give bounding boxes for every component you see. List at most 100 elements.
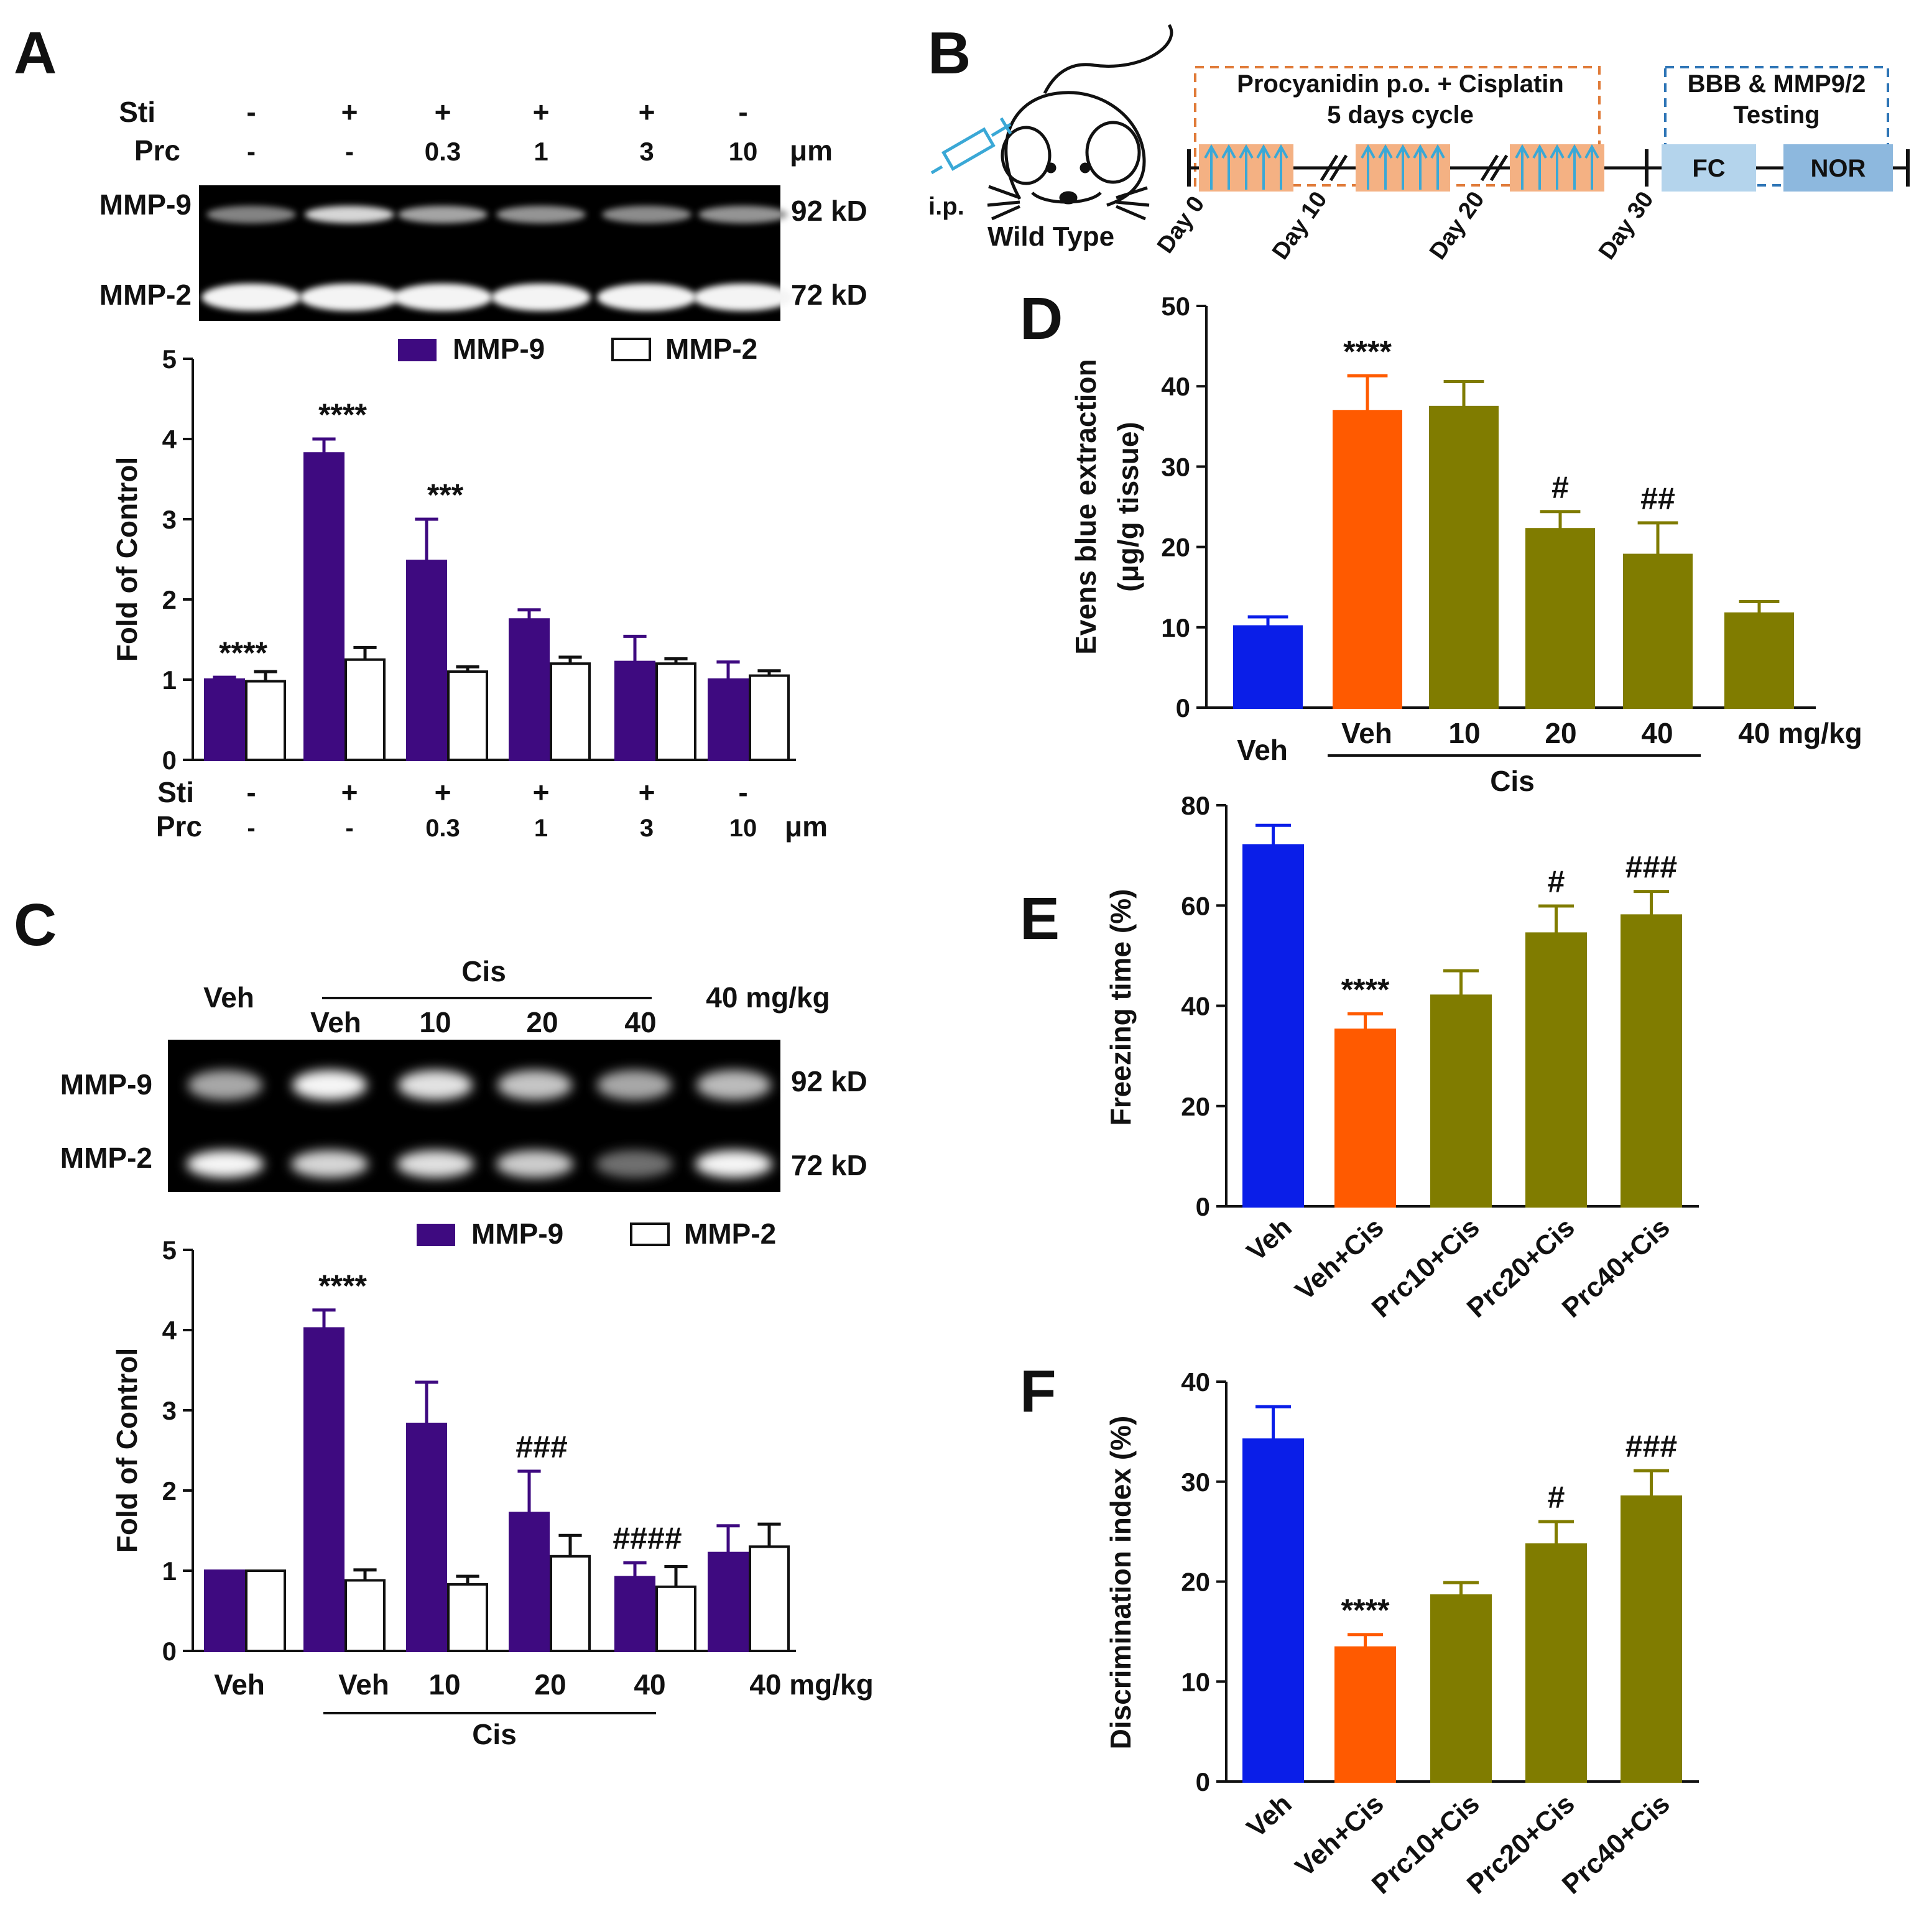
treatment-arrow-head [1567, 144, 1582, 159]
blot-c-kd-top: 92 kD [791, 1065, 867, 1098]
chart-A-legend-swatch-mmp9 [398, 339, 437, 361]
blot-c-band-bottom-label: MMP-2 [60, 1142, 152, 1174]
blot-a-sti-value: - [738, 96, 747, 128]
chart-C-significance: ### [516, 1430, 567, 1464]
blot-c-band-top-label: MMP-9 [60, 1068, 152, 1101]
chart-C-bar-mmp9 [406, 1422, 447, 1652]
treatment-arrow-head [1430, 144, 1445, 159]
testing-dashed-box [1664, 66, 1889, 187]
chart-D-bar [1724, 612, 1794, 709]
blot-a-band-mmp9 [496, 206, 586, 223]
chart-A-bar-mmp2 [550, 662, 591, 761]
chart-C-bar-mmp9 [708, 1551, 749, 1653]
chart-C-bar-mmp2 [655, 1585, 696, 1653]
blot-a-band-mmp2 [693, 284, 793, 311]
chart-C-bar-mmp2 [447, 1583, 488, 1652]
chart-D-y-tick-label: 50 [1161, 292, 1190, 321]
chart-F-bar [1334, 1646, 1396, 1783]
blot-a-prc-label: Prc [134, 134, 180, 167]
chart-C-category-label: Veh [338, 1668, 389, 1701]
blot-c-gel [168, 1040, 780, 1192]
chart-C-significance: **** [318, 1269, 367, 1303]
chart-E-bar [1621, 914, 1682, 1208]
chart-C-legend-label-mmp9: MMP-9 [471, 1218, 563, 1250]
day-label-10: Day 10 [1267, 187, 1333, 264]
chart-A-bar-mmp2 [344, 658, 386, 761]
blot-a-band-mmp2 [491, 284, 591, 311]
chart-C-bar-mmp9 [614, 1576, 655, 1653]
chart-A-bar-mmp2 [655, 662, 696, 761]
blot-c-prc-only-label: 40 mg/kg [706, 981, 830, 1014]
treatment-arrow-head [1256, 144, 1271, 159]
chart-C-category-label: Veh [214, 1668, 265, 1701]
treatment-arrow-head [1378, 144, 1393, 159]
chart-D-y-label: (μg/g tissue) [1112, 422, 1144, 591]
treatment-arrow-head [1239, 144, 1254, 159]
blot-a-sti-label: Sti [119, 96, 155, 128]
chart-A-legend-label-mmp9: MMP-9 [453, 333, 545, 365]
chart-E-y-tick-label: 60 [1181, 891, 1210, 920]
chart-C-category-label: 40 [634, 1668, 665, 1701]
blot-c-band-mmp9 [497, 1070, 572, 1100]
timeline-break-2 [1480, 154, 1509, 182]
chart-F-significance: ### [1625, 1429, 1677, 1464]
chart-D-bar [1233, 625, 1303, 709]
blot-c-dose-label: 10 [419, 1006, 451, 1038]
chart-D-category-label: 40 [1641, 717, 1673, 749]
chart-A-legend-label-mmp2: MMP-2 [665, 333, 757, 365]
chart-C-bar-mmp9 [509, 1512, 550, 1653]
chart-E-significance: # [1548, 864, 1565, 899]
blot-a-sti-row: - + + + + - [246, 96, 747, 128]
treatment-arrow-head [1515, 144, 1530, 159]
blot-a-prc-value: 1 [534, 137, 548, 166]
treatment-arrow-head [1413, 144, 1428, 159]
treatment-arrow-head [1584, 144, 1599, 159]
chart-F-category-label: Veh [1241, 1788, 1298, 1844]
protocol-title-2: 5 days cycle [1327, 101, 1474, 129]
treatment-arrow-head [1550, 144, 1565, 159]
blot-a-sti-value: + [639, 96, 655, 128]
chart-A-prc-value: 1 [534, 815, 548, 842]
blot-c-band-mmp2 [496, 1150, 573, 1178]
chart-D-y-tick-label: 20 [1161, 533, 1190, 562]
chart-A-sti-value: + [341, 776, 358, 808]
chart-A-legend-swatch-mmp2 [611, 338, 651, 361]
chart-C-category-label: 10 [428, 1668, 460, 1701]
blot-a-sti-value: + [341, 96, 358, 128]
chart-C-group-label: Cis [472, 1718, 517, 1750]
blot-a-band-mmp9 [698, 206, 788, 223]
blot-a-band-mmp9 [206, 206, 296, 223]
chart-A-y-tick-label: 2 [162, 585, 177, 614]
chart-E-significance: **** [1341, 972, 1390, 1007]
mouse-label: Wild Type [987, 221, 1114, 252]
chart-A-sti-label: Sti [157, 776, 194, 808]
chart-A-bar-mmp2 [245, 680, 286, 761]
chart-D-significance: ## [1640, 481, 1675, 516]
chart-F-y-tick-label: 10 [1181, 1667, 1210, 1696]
blot-a-band-mmp9 [398, 206, 488, 223]
chart-C-bar-mmp2 [245, 1569, 286, 1652]
blot-a-sti-value: + [435, 96, 451, 128]
chart-C-y-tick-label: 1 [162, 1556, 177, 1586]
timeline-break-1 [1320, 154, 1348, 182]
blot-c-veh-label: Veh [203, 981, 254, 1014]
blot-c-kd-bottom: 72 kD [791, 1149, 867, 1181]
blot-a-prc-row: - - 0.3 1 3 10 [247, 137, 757, 166]
blot-a-kd-top: 92 kD [791, 195, 867, 227]
chart-D-y-tick-label: 0 [1176, 693, 1190, 723]
chart-D-y-tick-label: 30 [1161, 452, 1190, 481]
chart-F-bar [1430, 1594, 1492, 1783]
chart-F-significance: # [1548, 1480, 1565, 1515]
blot-c-band-mmp9 [292, 1070, 367, 1100]
chart-D-significance: **** [1343, 334, 1392, 369]
chart-F-bar [1525, 1543, 1587, 1783]
chart-E-significance: ### [1625, 850, 1677, 885]
chart-D-y-tick-label: 40 [1161, 372, 1190, 401]
blot-c-dose-label: Veh [310, 1006, 361, 1038]
chart-F-category-label: Veh+Cis [1290, 1788, 1390, 1883]
chart-A-y-label: Fold of Control [111, 457, 143, 662]
chart-A-prc-value: 0.3 [425, 815, 460, 842]
treatment-arrow-head [1532, 144, 1547, 159]
